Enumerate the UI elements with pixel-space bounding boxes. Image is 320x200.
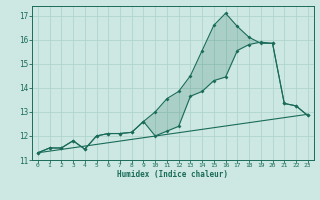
X-axis label: Humidex (Indice chaleur): Humidex (Indice chaleur) (117, 170, 228, 179)
